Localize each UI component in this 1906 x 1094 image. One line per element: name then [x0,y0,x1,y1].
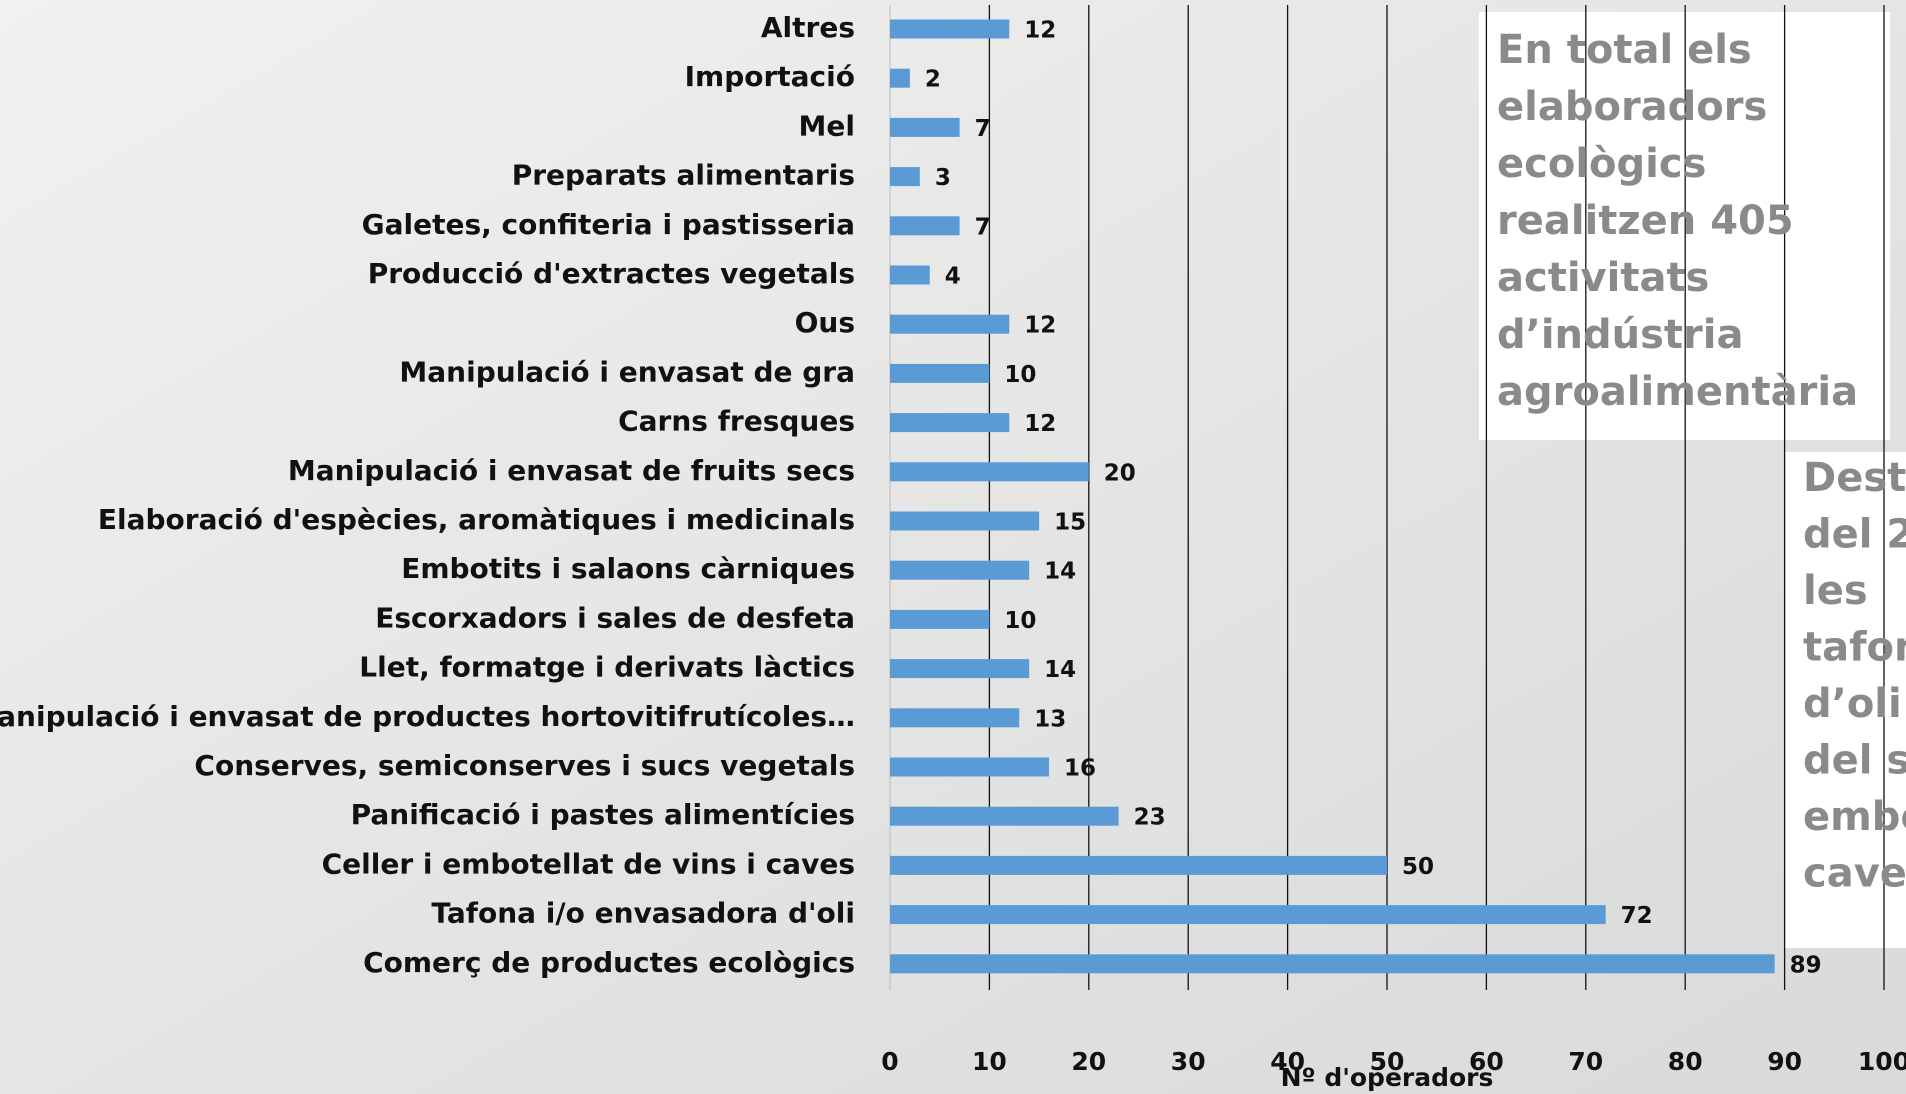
bar [890,806,1119,826]
data-label: 13 [1034,706,1066,732]
annotation-box [1785,452,1906,948]
annotation-line: agroalimentària [1497,369,1858,415]
data-label: 14 [1044,657,1076,683]
data-label: 50 [1402,854,1434,880]
data-label: 12 [1024,411,1056,437]
bar [890,954,1775,974]
x-tick-label: 20 [1071,1047,1106,1076]
data-label: 15 [1054,510,1086,536]
annotation-line: elaboradors [1497,84,1767,130]
data-label: 7 [975,214,991,240]
y-tick-label: Manipulació i envasat de productes horto… [0,700,855,733]
y-tick-label: Ous [795,306,855,339]
bar [890,462,1089,482]
annotation-line: realitzen 405 [1497,198,1794,244]
bar [890,659,1030,679]
bar [890,216,960,236]
data-label: 3 [935,165,951,191]
x-tick-label: 30 [1171,1047,1206,1076]
y-tick-label: Carns fresques [618,405,855,438]
y-tick-label: Escorxadors i sales de desfeta [375,601,855,634]
x-axis-label: Nº d'operadors [1281,1063,1494,1092]
annotation-line: d’indústria [1497,312,1743,358]
annotation-line: En total els [1497,27,1752,73]
y-tick-label: Manipulació i envasat de gra [399,355,855,388]
bar [890,609,990,629]
y-tick-label: Tafona i/o envasadora d'oli [431,897,855,930]
data-label: 14 [1044,559,1076,585]
y-tick-label: Llet, formatge i derivats làctics [359,651,855,684]
annotation-box [1479,12,1890,440]
y-tick-label: Panificació i pastes alimentícies [351,798,855,831]
y-tick-label: Conserves, semiconserves i sucs vegetals [194,749,855,782]
y-tick-label: Galetes, confiteria i pastisseria [362,208,855,241]
bar [890,363,990,383]
x-tick-label: 40 [1270,1047,1305,1076]
y-tick-label: Altres [761,11,855,44]
data-label: 12 [1024,18,1056,44]
bar [890,19,1010,39]
annotation-line: tafon [1803,625,1906,671]
y-tick-label: Embotits i salaons càrniques [401,552,855,585]
y-tick-label: Producció d'extractes vegetals [368,257,855,290]
x-tick-label: 90 [1767,1047,1802,1076]
annotation-line: d’oli [1803,681,1902,727]
x-tick-label: 50 [1370,1047,1405,1076]
annotation-line: del s [1803,738,1906,784]
x-tick-label: 70 [1568,1047,1603,1076]
bar [890,413,1010,433]
data-label: 4 [945,264,961,290]
bar [890,511,1040,531]
bar [890,905,1606,925]
data-label: 72 [1621,903,1653,929]
annotation-line: del 2 [1803,512,1906,558]
y-tick-label: Elaboració d'espècies, aromàtiques i med… [98,503,855,536]
x-tick-label: 10 [972,1047,1007,1076]
y-tick-label: Celler i embotellat de vins i caves [322,847,855,880]
bar [890,708,1020,728]
y-tick-label: Preparats alimentaris [512,159,855,192]
bar [890,265,930,285]
y-tick-label: Importació [685,60,855,93]
bar [890,117,960,137]
bar [890,757,1050,777]
data-label: 23 [1134,805,1166,831]
annotation-line: cave [1803,851,1906,897]
x-tick-label: 0 [881,1047,898,1076]
bar [890,314,1010,334]
bar [890,167,920,187]
annotation-line: les [1803,568,1868,614]
data-label: 12 [1024,313,1056,339]
annotation-line: embo [1803,794,1906,840]
annotation-line: Dest [1803,455,1906,501]
annotation-line: activitats [1497,255,1709,301]
y-tick-label: Comerç de productes ecològics [363,946,855,979]
x-tick-label: 80 [1668,1047,1703,1076]
y-tick-label: Manipulació i envasat de fruits secs [288,454,855,487]
data-label: 89 [1790,952,1822,978]
x-tick-label: 100 [1858,1047,1906,1076]
data-label: 2 [925,67,941,93]
data-label: 16 [1064,756,1096,782]
data-label: 10 [1004,608,1036,634]
data-label: 7 [975,116,991,142]
y-tick-label: Mel [799,109,855,142]
annotation-line: ecològics [1497,141,1706,187]
bar [890,855,1387,875]
bar [890,68,910,88]
x-tick-label: 60 [1469,1047,1504,1076]
data-label: 20 [1104,460,1136,486]
bar [890,560,1030,580]
data-label: 10 [1004,362,1036,388]
